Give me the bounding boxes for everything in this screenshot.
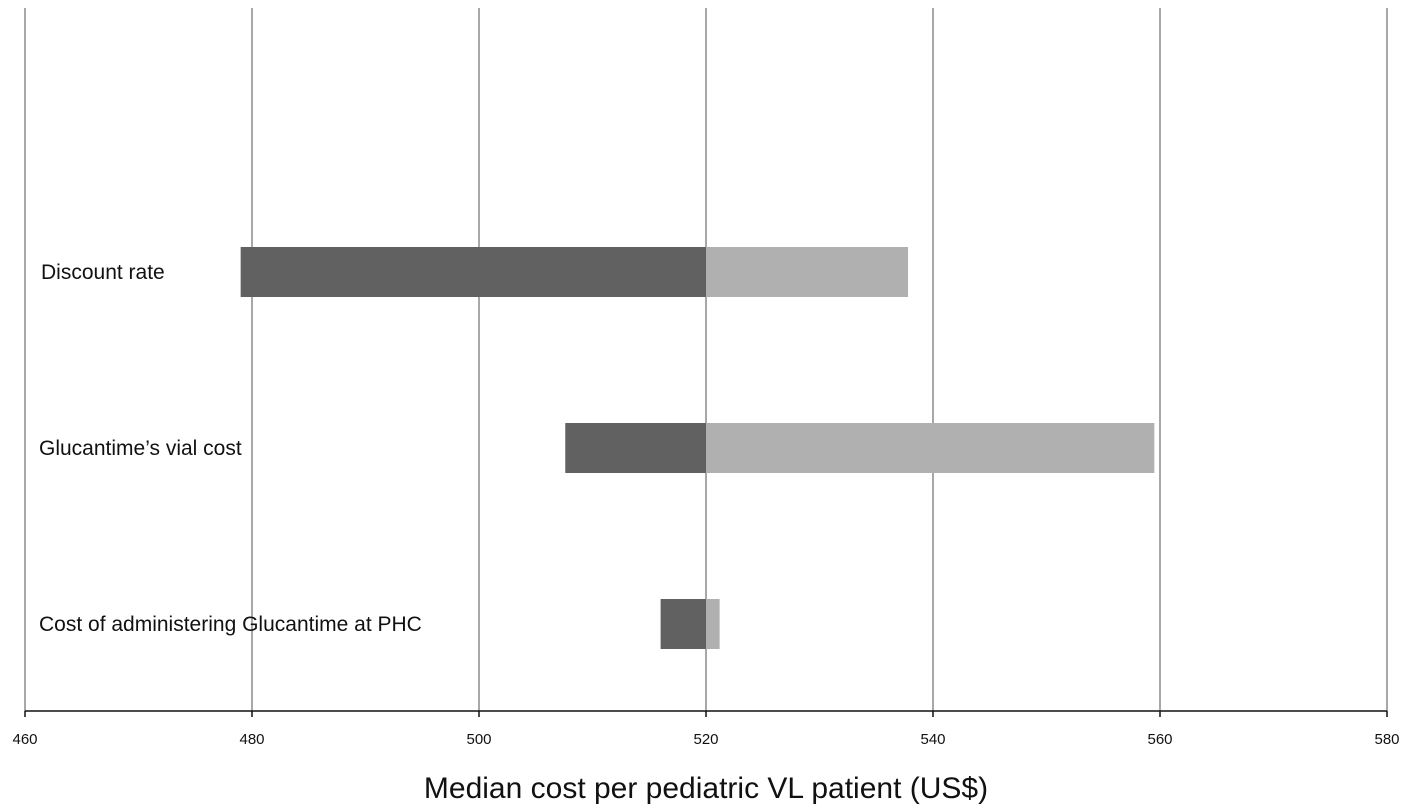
category-label-3: Cost of administering Glucantime at PHC	[39, 613, 422, 636]
x-tick-label-500: 500	[466, 731, 491, 748]
gridlines	[24, 8, 1388, 711]
bar-low-1	[240, 247, 706, 297]
category-labels: Discount rate Glucantime’s vial cost Cost …	[39, 261, 422, 636]
x-tick-label-520: 520	[693, 731, 718, 748]
bar-low-2	[565, 423, 706, 473]
bar-high-2	[706, 423, 1155, 473]
bar-high-1	[706, 247, 909, 297]
bar-low-3	[660, 599, 706, 649]
category-label-2: Glucantime’s vial cost	[39, 437, 242, 460]
bar-high-3	[706, 599, 720, 649]
bars	[240, 247, 1155, 649]
x-tick-label-460: 460	[12, 731, 37, 748]
x-tick-label-560: 560	[1147, 731, 1172, 748]
x-axis-title: Median cost per pediatric VL patient (US…	[424, 772, 988, 805]
category-label-1: Discount rate	[41, 261, 165, 284]
x-tick-label-580: 580	[1374, 731, 1399, 748]
x-axis: 460 480 500 520 540 560 580	[12, 710, 1400, 748]
x-tick-label-480: 480	[239, 731, 264, 748]
x-tick-label-540: 540	[920, 731, 945, 748]
